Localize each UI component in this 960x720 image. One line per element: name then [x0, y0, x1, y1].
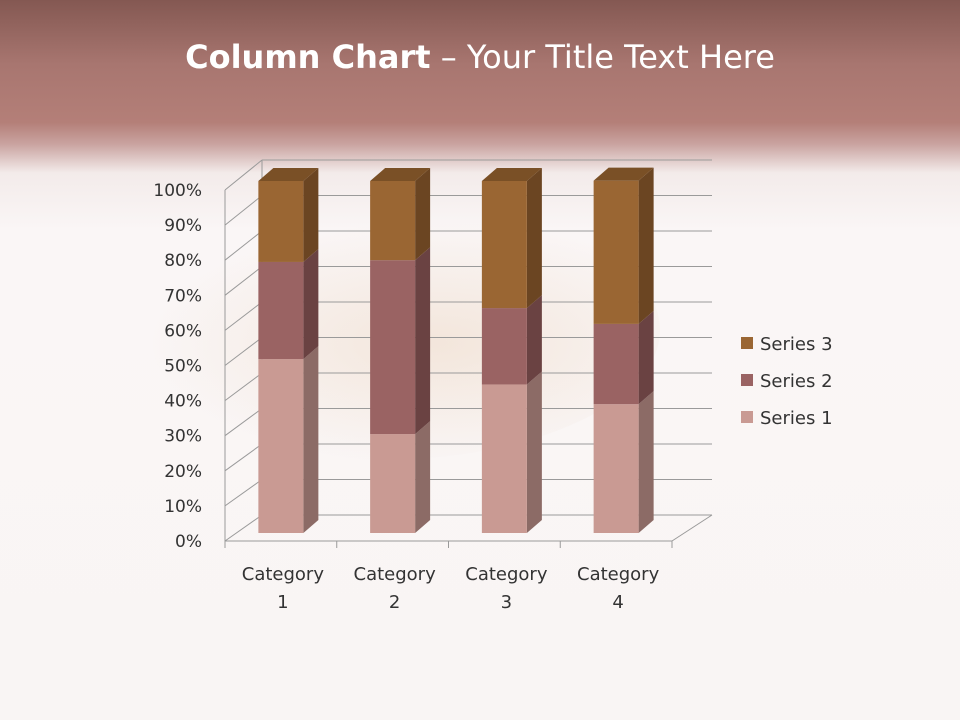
bar-segment — [593, 323, 639, 405]
legend-swatch — [741, 337, 753, 349]
legend-swatch — [741, 411, 753, 423]
x-tick-label: Category — [577, 564, 660, 585]
gridline-side — [224, 337, 263, 366]
gridline-side — [224, 443, 263, 472]
legend-label: Series 1 — [760, 408, 833, 429]
bar-top — [481, 168, 542, 181]
x-tick-label: 3 — [501, 592, 512, 613]
y-tick-label: 100% — [153, 181, 202, 201]
y-tick-label: 60% — [164, 321, 202, 341]
gridline-side — [224, 230, 263, 261]
legend-label: Series 3 — [760, 334, 833, 355]
bar-side — [415, 421, 431, 533]
y-tick-label: 90% — [164, 216, 202, 236]
bar-segment — [258, 181, 304, 262]
gridline-side — [224, 159, 263, 191]
y-tick-label: 10% — [164, 497, 202, 517]
bar-segment — [481, 308, 527, 385]
x-tick-label: Category — [354, 564, 437, 585]
bar-side — [526, 168, 542, 309]
bar-side — [526, 371, 542, 533]
gridline-side — [224, 195, 263, 226]
bar-segment — [370, 260, 416, 435]
x-tick-label: 1 — [277, 592, 288, 613]
bar-segment — [481, 384, 527, 533]
bar-side — [638, 310, 654, 405]
legend-label: Series 2 — [760, 371, 833, 392]
bar-segment — [593, 404, 639, 533]
bar-top — [370, 168, 431, 181]
bar-segment — [258, 359, 304, 533]
y-tick-label: 30% — [164, 427, 202, 447]
x-tick-label: Category — [242, 564, 325, 585]
bar-side — [303, 248, 319, 360]
y-tick-label: 40% — [164, 392, 202, 412]
bar-segment — [481, 181, 527, 309]
y-tick-label: 70% — [164, 286, 202, 306]
y-tick-label: 50% — [164, 357, 202, 377]
bar-side — [303, 346, 319, 533]
gridline-side — [224, 372, 263, 402]
bar-segment — [370, 434, 416, 533]
x-tick-label: 2 — [389, 592, 400, 613]
bar-segment — [593, 180, 639, 324]
title-rest: – Your Title Text Here — [430, 38, 775, 76]
floor-edge — [671, 514, 713, 542]
bar-side — [638, 167, 654, 324]
bar-side — [303, 168, 319, 262]
bar-top — [258, 168, 319, 181]
bar-side — [415, 247, 431, 435]
bar-segment — [258, 261, 304, 360]
gridline-side — [224, 408, 263, 437]
y-tick-label: 80% — [164, 251, 202, 271]
gridline-side — [224, 479, 263, 507]
gridline-side — [224, 301, 263, 331]
x-tick-label: 4 — [612, 592, 623, 613]
bar-top — [593, 167, 654, 181]
gridline-side — [224, 514, 263, 542]
x-tick-label: Category — [465, 564, 548, 585]
bar-side — [638, 391, 654, 533]
y-tick-label: 20% — [164, 462, 202, 482]
bar-side — [415, 168, 431, 261]
y-tick-label: 0% — [175, 532, 202, 552]
gridline-side — [224, 266, 263, 296]
bar-side — [526, 295, 542, 385]
slide-title: Column Chart – Your Title Text Here — [0, 38, 960, 76]
legend-swatch — [741, 374, 753, 386]
title-bold: Column Chart — [185, 38, 431, 76]
bar-segment — [370, 181, 416, 261]
